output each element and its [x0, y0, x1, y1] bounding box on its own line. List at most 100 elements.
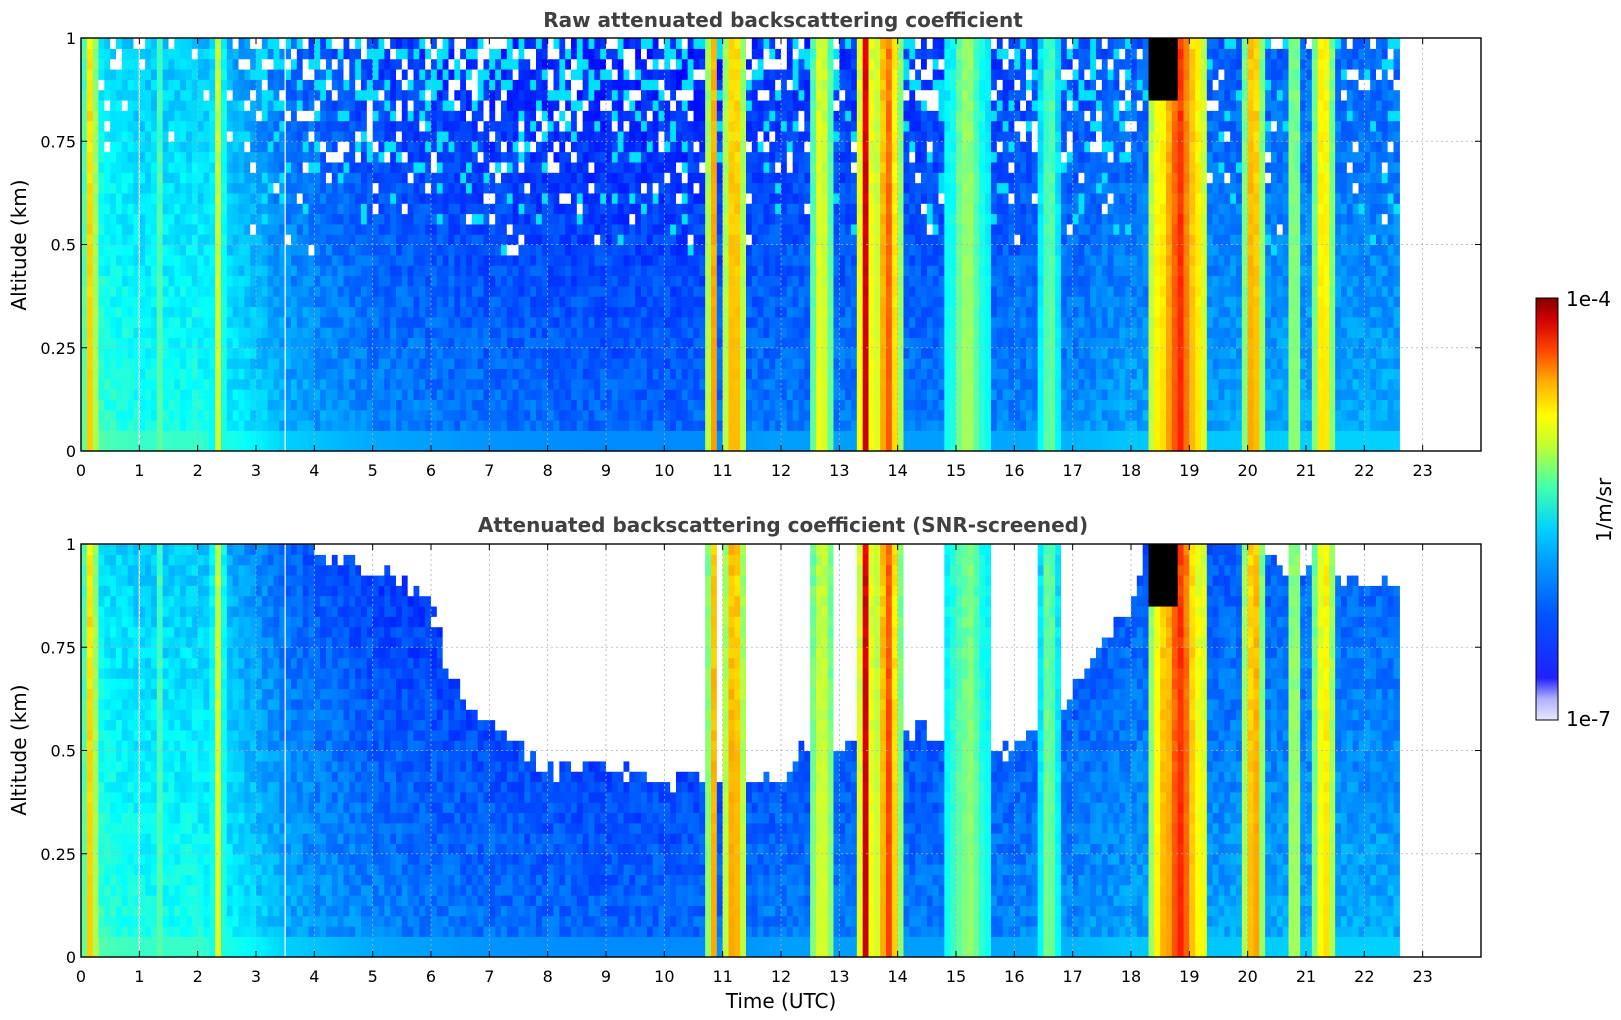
heatmap-cell [495, 172, 501, 183]
heatmap-cell [618, 110, 624, 121]
heatmap-cell [734, 296, 740, 307]
heatmap-cell [145, 255, 151, 266]
heatmap-cell [408, 358, 414, 369]
heatmap-cell [670, 141, 676, 152]
heatmap-cell [688, 389, 694, 400]
heatmap-cell [408, 410, 414, 421]
heatmap-cell [489, 389, 495, 400]
heatmap-cell [460, 141, 466, 152]
heatmap-cell [291, 141, 297, 152]
heatmap-cell [799, 389, 805, 400]
heatmap-cell [204, 172, 210, 183]
heatmap-cell [688, 131, 694, 142]
heatmap-cell [478, 255, 484, 266]
heatmap-cell [274, 59, 280, 70]
heatmap-cell [734, 162, 740, 173]
heatmap-cell [361, 234, 367, 245]
heatmap-cell [606, 141, 612, 152]
heatmap-cell [647, 183, 653, 194]
heatmap-cell [437, 410, 443, 421]
heatmap-cell [221, 90, 227, 101]
heatmap-cell [589, 420, 595, 431]
heatmap-cell [402, 255, 408, 266]
heatmap-cell [169, 79, 175, 90]
heatmap-cell [402, 430, 408, 441]
heatmap-cell [460, 275, 466, 286]
heatmap-cell [746, 48, 752, 59]
heatmap-cell [262, 203, 268, 214]
heatmap-cell [472, 286, 478, 297]
heatmap-cell [507, 131, 513, 142]
heatmap-cell [180, 348, 186, 359]
heatmap-cell [466, 110, 472, 121]
heatmap-cell [174, 203, 180, 214]
heatmap-cell [559, 48, 565, 59]
heatmap-cell [274, 110, 280, 121]
heatmap-cell [460, 152, 466, 163]
heatmap-cell [169, 69, 175, 80]
heatmap-cell [717, 141, 723, 152]
heatmap-cell [180, 368, 186, 379]
heatmap-cell [110, 420, 116, 431]
heatmap-cell [256, 59, 262, 70]
heatmap-cell [536, 265, 542, 276]
heatmap-cell [799, 337, 805, 348]
heatmap-cell [699, 121, 705, 132]
heatmap-cell [431, 275, 437, 286]
heatmap-cell [571, 90, 577, 101]
heatmap-cell [705, 337, 711, 348]
heatmap-cell [804, 110, 810, 121]
heatmap-cell [332, 48, 338, 59]
heatmap-cell [262, 358, 268, 369]
heatmap-cell [215, 441, 221, 452]
heatmap-cell [501, 275, 507, 286]
heatmap-cell [414, 389, 420, 400]
heatmap-cell [419, 193, 425, 204]
heatmap-cell [198, 389, 204, 400]
heatmap-cell [390, 420, 396, 431]
heatmap-cell [489, 441, 495, 452]
heatmap-cell [87, 131, 93, 142]
heatmap-cell [297, 430, 303, 441]
heatmap-cell [384, 410, 390, 421]
heatmap-cell [460, 38, 466, 49]
heatmap-cell [536, 100, 542, 111]
heatmap-cell [711, 59, 717, 70]
heatmap-cell [116, 214, 122, 225]
heatmap-cell [303, 59, 309, 70]
heatmap-cell [373, 224, 379, 235]
heatmap-cell [664, 224, 670, 235]
heatmap-cell [664, 203, 670, 214]
heatmap-cell [629, 420, 635, 431]
heatmap-cell [699, 234, 705, 245]
heatmap-cell [670, 296, 676, 307]
heatmap-cell [565, 224, 571, 235]
heatmap-cell [349, 59, 355, 70]
heatmap-cell [268, 368, 274, 379]
heatmap-cell [314, 162, 320, 173]
heatmap-cell [641, 275, 647, 286]
heatmap-cell [635, 389, 641, 400]
heatmap-cell [466, 214, 472, 225]
heatmap-cell [606, 275, 612, 286]
heatmap-cell [682, 327, 688, 338]
heatmap-cell [116, 255, 122, 266]
heatmap-cell [676, 265, 682, 276]
heatmap-cell [338, 183, 344, 194]
heatmap-cell [367, 131, 373, 142]
heatmap-cell [227, 234, 233, 245]
heatmap-cell [571, 79, 577, 90]
heatmap-cell [326, 141, 332, 152]
heatmap-cell [443, 224, 449, 235]
heatmap-cell [705, 214, 711, 225]
heatmap-cell [116, 348, 122, 359]
heatmap-cell [653, 131, 659, 142]
heatmap-cell [174, 255, 180, 266]
heatmap-cell [589, 172, 595, 183]
heatmap-cell [612, 121, 618, 132]
heatmap-cell [653, 245, 659, 256]
heatmap-cell [116, 317, 122, 328]
heatmap-cell [384, 59, 390, 70]
heatmap-cell [128, 79, 134, 90]
heatmap-cell [157, 399, 163, 410]
